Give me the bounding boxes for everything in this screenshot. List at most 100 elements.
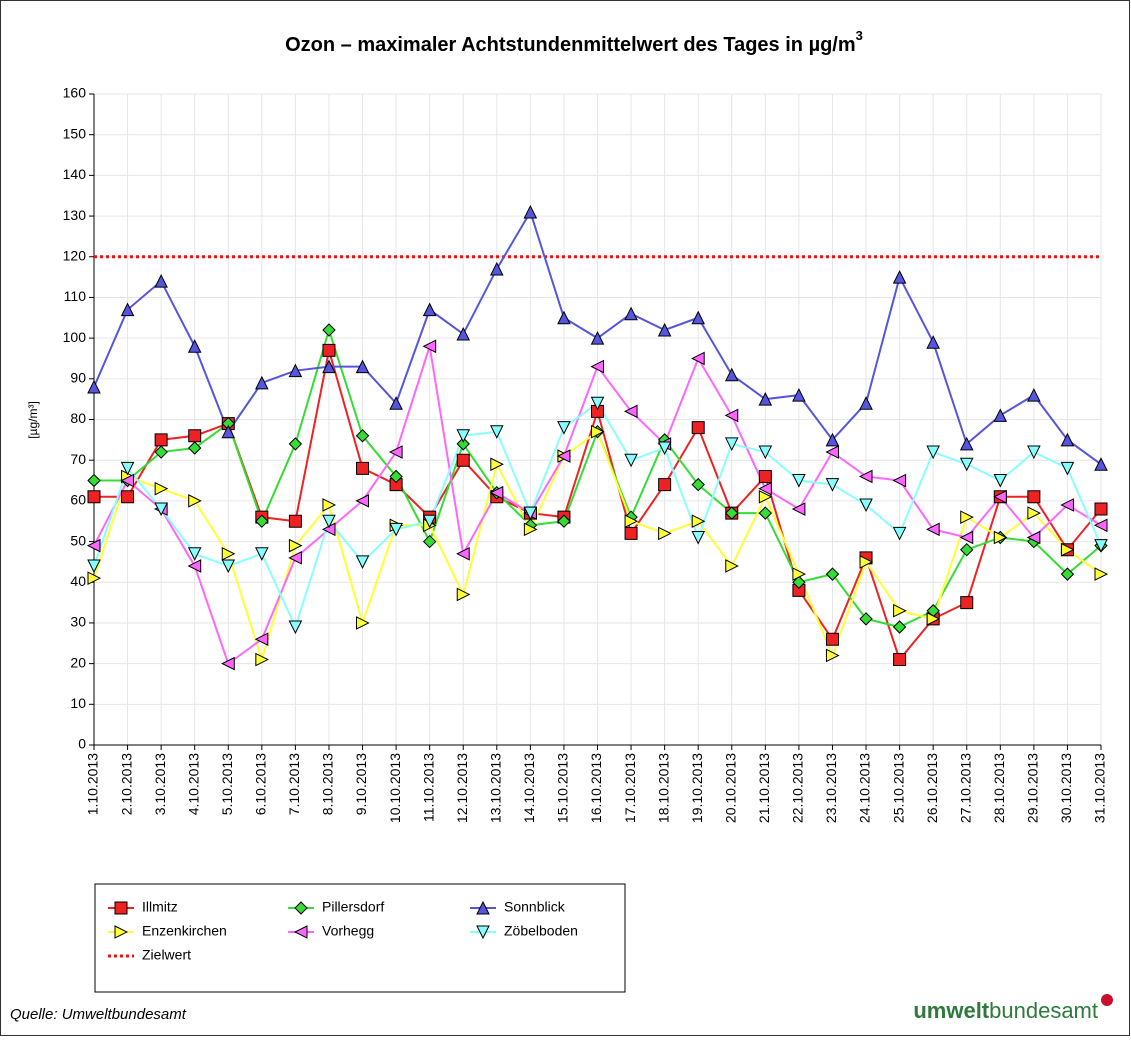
point <box>489 261 504 276</box>
point <box>825 648 840 663</box>
point <box>926 612 941 626</box>
x-tick-label: 29.10.2013 <box>1025 753 1041 823</box>
title-text: Ozon – maximaler Achtstundenmittelwert d… <box>285 34 856 56</box>
point <box>188 494 202 508</box>
point <box>120 302 135 317</box>
point <box>356 616 370 630</box>
point <box>624 514 639 529</box>
point <box>960 542 974 557</box>
point <box>658 526 672 541</box>
y-tick-label: 120 <box>63 247 87 263</box>
point <box>422 514 437 529</box>
x-tick-label: 12.10.2013 <box>454 753 470 823</box>
y-tick-label: 90 <box>70 370 86 386</box>
point <box>154 481 169 496</box>
point <box>489 425 504 439</box>
point <box>758 445 773 460</box>
point <box>322 343 336 357</box>
logo-icon <box>1101 994 1113 1006</box>
point <box>926 335 940 349</box>
point <box>221 546 236 561</box>
point <box>120 461 135 476</box>
point <box>523 522 538 537</box>
point <box>1026 530 1041 545</box>
y-tick-label: 140 <box>63 166 87 182</box>
point <box>691 310 706 325</box>
legend-label: Vorhegg <box>322 923 374 939</box>
point <box>1060 432 1075 447</box>
y-tick-label: 10 <box>70 695 86 711</box>
x-tick-label: 18.10.2013 <box>655 753 671 823</box>
point <box>489 485 504 500</box>
point <box>288 538 303 553</box>
point <box>926 522 940 537</box>
point <box>959 457 974 472</box>
point <box>255 514 269 528</box>
point <box>758 489 773 504</box>
point <box>624 526 638 540</box>
point <box>87 473 101 488</box>
point <box>355 429 370 443</box>
logo: umweltbundesamt <box>913 998 1098 1023</box>
x-tick-label: 7.10.2013 <box>286 753 302 815</box>
point <box>825 632 839 646</box>
point <box>87 379 101 394</box>
point <box>456 437 470 451</box>
point <box>859 555 874 569</box>
x-tick-label: 6.10.2013 <box>253 753 269 815</box>
point <box>993 489 1007 504</box>
point <box>1060 542 1075 557</box>
point <box>1094 502 1108 516</box>
x-tick-label: 25.10.2013 <box>890 753 906 823</box>
point <box>590 331 605 345</box>
point <box>993 530 1008 545</box>
title-superscript: 3 <box>856 28 863 43</box>
point <box>624 306 638 321</box>
point <box>523 204 538 219</box>
point <box>556 449 571 463</box>
point <box>456 326 471 341</box>
point <box>1094 567 1109 581</box>
x-tick-label: 30.10.2013 <box>1058 753 1074 823</box>
point <box>322 514 336 529</box>
point <box>758 392 773 406</box>
point <box>1060 461 1075 476</box>
point <box>255 547 269 561</box>
legend-label: Zöbelboden <box>504 923 578 939</box>
point <box>356 461 370 475</box>
legend <box>94 883 626 993</box>
point <box>1094 539 1108 553</box>
point <box>187 547 202 561</box>
x-tick-label: 15.10.2013 <box>555 753 571 823</box>
y-tick-label: 130 <box>63 207 87 223</box>
point <box>892 473 907 488</box>
point <box>121 490 135 504</box>
x-tick-label: 5.10.2013 <box>219 753 235 815</box>
y-axis-label: [µg/m³] <box>26 401 40 439</box>
legend-label: Zielwert <box>142 947 191 963</box>
point <box>993 474 1008 488</box>
point <box>624 453 638 468</box>
point <box>825 567 840 581</box>
point <box>758 469 772 483</box>
point <box>993 408 1008 422</box>
point <box>590 396 605 411</box>
point <box>490 457 504 472</box>
point <box>691 530 706 545</box>
point <box>1060 498 1074 512</box>
x-tick-label: 16.10.2013 <box>588 753 604 823</box>
x-tick-label: 2.10.2013 <box>118 753 134 815</box>
x-tick-label: 4.10.2013 <box>185 753 201 815</box>
legend-label: Sonnblick <box>504 899 566 915</box>
point <box>859 498 873 513</box>
logo-bold: umwelt <box>913 998 989 1023</box>
point <box>724 408 739 423</box>
chart-title: Ozon – maximaler Achtstundenmittelwert d… <box>285 28 863 56</box>
point <box>187 441 202 455</box>
point <box>893 653 907 667</box>
point <box>959 436 974 451</box>
point <box>322 359 336 374</box>
legend-marker <box>114 901 128 915</box>
point <box>658 478 672 492</box>
point <box>926 445 940 460</box>
